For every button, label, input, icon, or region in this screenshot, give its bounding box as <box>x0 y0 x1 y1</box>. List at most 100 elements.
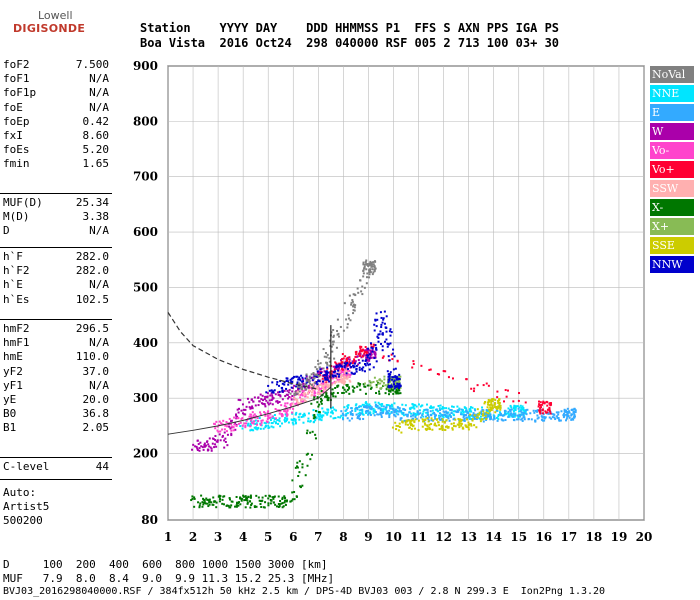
echo-point <box>312 372 315 375</box>
echo-point <box>239 421 242 424</box>
echo-point <box>353 309 356 312</box>
echo-point <box>307 381 310 384</box>
echo-point <box>244 506 247 509</box>
param-row: M(D) 3.38 <box>3 210 109 224</box>
echo-point <box>515 418 518 421</box>
echo-point <box>292 419 295 422</box>
echo-point <box>288 396 291 399</box>
echo-point <box>291 498 294 501</box>
echo-point <box>507 407 510 410</box>
echo-point <box>382 318 385 321</box>
echo-point <box>480 410 483 413</box>
echo-point <box>293 418 296 421</box>
echo-point <box>394 415 397 418</box>
echo-point <box>207 448 210 451</box>
echo-point <box>250 421 253 424</box>
echo-point <box>413 427 416 430</box>
echo-point <box>193 505 196 508</box>
echo-point <box>198 447 201 450</box>
echo-point <box>314 409 317 412</box>
echo-point <box>293 397 296 400</box>
echo-point <box>392 368 395 371</box>
echo-point <box>507 415 510 418</box>
echo-point <box>300 385 303 388</box>
echo-point <box>430 417 433 420</box>
echo-point <box>224 437 227 440</box>
param-row: h`Es 102.5 <box>3 293 109 307</box>
echo-point <box>362 263 365 266</box>
echo-point <box>388 375 391 378</box>
echo-point <box>347 386 350 389</box>
echo-point <box>249 407 252 410</box>
echo-point <box>290 405 293 408</box>
echo-point <box>278 505 281 508</box>
echo-point <box>468 415 471 418</box>
echo-point <box>314 374 317 377</box>
echo-point <box>390 331 393 334</box>
echo-point <box>389 371 392 374</box>
echo-point <box>510 408 513 411</box>
param-value: 25.34 <box>75 196 109 209</box>
echo-point <box>441 428 444 431</box>
echo-point <box>311 388 314 391</box>
echo-point <box>371 349 374 352</box>
echo-point <box>369 413 372 416</box>
echo-point <box>201 505 204 508</box>
echo-point <box>279 425 282 428</box>
echo-point <box>392 409 395 412</box>
echo-point <box>335 409 338 412</box>
echo-point <box>478 413 481 416</box>
auto-artist: Artist5 <box>3 500 50 513</box>
echo-point <box>246 502 249 505</box>
echo-point <box>254 422 257 425</box>
echo-point <box>336 372 339 375</box>
param-separator <box>0 247 112 248</box>
echo-point <box>327 379 330 382</box>
echo-point <box>359 354 362 357</box>
echo-point <box>389 390 392 393</box>
echo-point <box>232 426 235 429</box>
echo-point <box>332 395 335 398</box>
echo-point <box>330 411 333 414</box>
echo-point <box>431 406 434 409</box>
echo-point <box>235 504 238 507</box>
echo-point <box>371 350 374 353</box>
echo-point <box>376 335 379 338</box>
param-label: yE <box>3 393 17 406</box>
echo-point <box>247 422 250 425</box>
echo-point <box>294 466 297 469</box>
echo-point <box>312 409 315 412</box>
echo-point <box>424 408 427 411</box>
echo-point <box>369 263 372 266</box>
echo-point <box>393 383 396 386</box>
x-tick-label: 20 <box>636 530 653 544</box>
echo-point <box>247 495 250 498</box>
param-label: foEp <box>3 114 30 128</box>
echo-point <box>387 355 390 358</box>
echo-point <box>254 419 257 422</box>
echo-point <box>367 413 370 416</box>
echo-point <box>374 344 377 347</box>
echo-point <box>265 399 268 402</box>
echo-point <box>263 421 266 424</box>
param-row: yE 20.0 <box>3 393 109 407</box>
echo-point <box>358 414 361 417</box>
echo-point <box>261 399 264 402</box>
echo-point <box>242 495 245 498</box>
echo-point <box>390 353 393 356</box>
echo-point <box>324 351 327 354</box>
echo-point <box>268 389 271 392</box>
echo-point <box>251 411 254 414</box>
echo-point <box>532 409 535 412</box>
echo-point <box>359 345 362 348</box>
echo-point <box>292 376 295 379</box>
echo-point <box>308 390 311 393</box>
echo-point <box>538 404 541 407</box>
echo-point <box>439 409 442 412</box>
echo-point <box>389 334 392 337</box>
echo-point <box>346 417 349 420</box>
echo-point <box>221 434 224 437</box>
echo-point <box>350 301 353 304</box>
echo-point <box>205 444 208 447</box>
echo-point <box>390 385 393 388</box>
